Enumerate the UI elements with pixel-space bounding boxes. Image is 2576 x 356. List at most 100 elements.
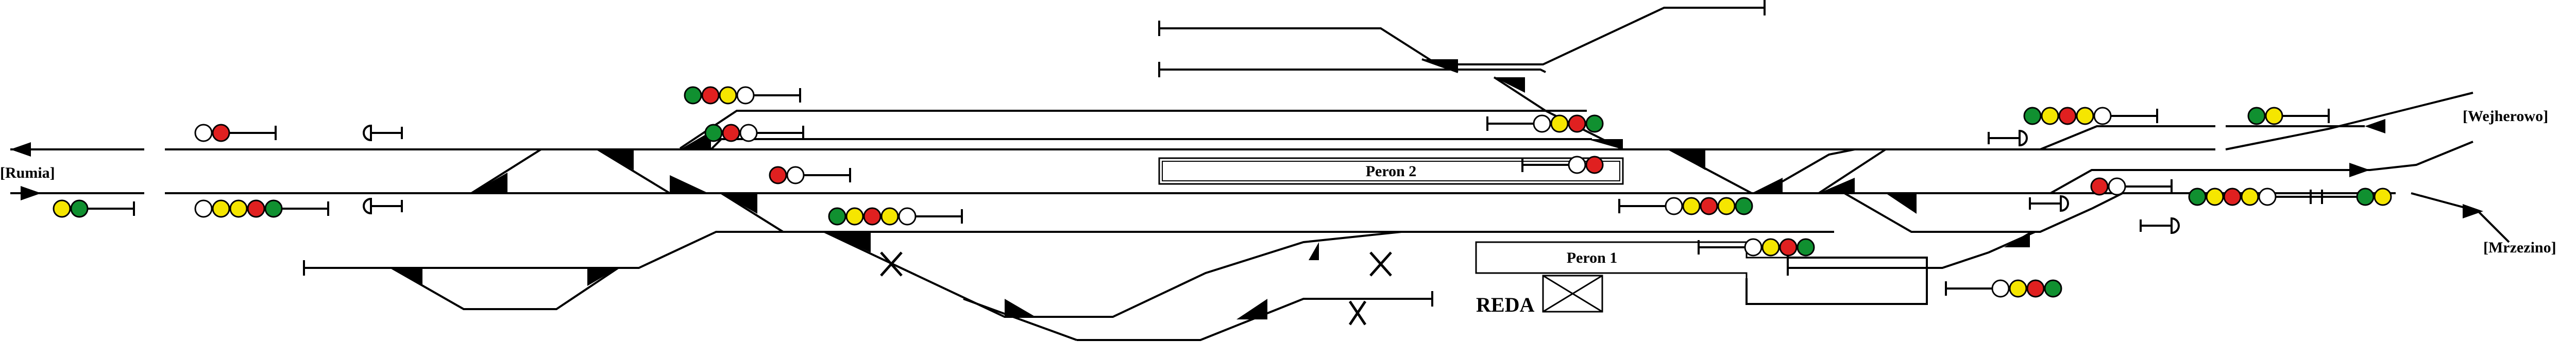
tracks [10,7,2510,341]
signal-lamp-green [828,207,846,226]
track-south-6 [1788,231,2036,269]
signal-lamp-yellow [1717,197,1736,215]
shunting-signal-icon [2140,217,2180,234]
signal-lamp-green [2247,107,2266,125]
signal-lamp-red [701,86,720,105]
station-building-cross [1543,275,1603,313]
track-south-3 [824,231,1402,318]
signal-lamp-red [1585,156,1604,174]
signal-post [88,201,135,216]
track-main-lower [10,192,2510,243]
signals [53,86,2392,298]
destination-mrzezino: [Mrzezino] [2483,239,2556,256]
signal-lamp-white [1744,238,1762,257]
signal-lamp-green [1797,238,1815,257]
derailers [880,251,1392,326]
signal-post [1486,116,1534,131]
switch-icon [2004,232,2030,247]
sig-center-main [769,166,851,184]
track-south-5 [963,298,1077,341]
crossover-mid-right [1669,148,1887,194]
signal-lamp-yellow [719,86,737,105]
track-north-upper [679,110,1587,149]
signal-lamp-red [247,199,265,218]
switch-icon [598,149,634,170]
signal-lamp-white [898,207,917,226]
sig-rumia-bottom [53,199,135,218]
crossover-west [470,148,784,233]
sig-north-upper [684,86,801,105]
signal-post [1618,199,1666,213]
signal-post [1945,281,1992,296]
derailer-icon [1369,251,1392,277]
signal-lamp-red [769,166,787,184]
signal-lamp-green [2023,107,2042,125]
platform-peron2-box [1158,157,1624,185]
sig-east-bottom [1945,279,2062,298]
sig-east-north-upper [1486,114,1604,133]
crossover-east-branch [2040,125,2215,150]
signal-lamp-white [2093,107,2112,125]
signal-lamp-white [786,166,805,184]
signal-lamp-green [2044,279,2062,298]
derailer-icon [880,251,903,277]
arrow-left-icon [2365,119,2385,133]
derailer-icon [1348,300,1367,326]
signal-lamp-yellow [2041,107,2059,125]
shunting-signal-icon [363,124,403,142]
arrow-left-icon [10,142,31,157]
signal-lamp-white [1568,156,1586,174]
sig-mrzezino [2310,188,2392,206]
signal-lamp-green [704,124,723,142]
signal-lamp-green [70,199,89,218]
signal-lamp-yellow [2076,107,2094,125]
switch-icon [721,193,757,214]
signal-lamp-green [2188,188,2207,206]
signal-lamp-yellow [845,207,864,226]
sig-center-lower [828,207,963,226]
sig-east-main-lower [1618,197,1753,215]
signal-lamp-yellow [1550,114,1569,133]
switch-icon [587,268,618,286]
peron1-label: Peron 1 [1567,249,1618,266]
arrow-right-icon [21,186,41,200]
signal-lamp-yellow [1682,197,1701,215]
switch-icon [680,131,711,149]
track-top-siding-1 [1159,7,1765,65]
signal-lamp-yellow [1761,238,1780,257]
shunting-signal-icon [2029,195,2069,212]
destination-wejherowo: [Wejherowo] [2463,108,2548,125]
signal-lamp-yellow [2241,188,2259,206]
signal-lamp-red [2026,279,2045,298]
switch-icon [1886,193,1917,214]
sig-north-lower [704,124,804,142]
sig-far-east-top [2023,107,2158,125]
signal-lamp-red [722,124,740,142]
signal-lamp-white [2258,188,2277,206]
switch-icon [392,268,422,286]
signal-lamp-red [863,207,882,226]
sig-east-peron2 [1521,156,1604,174]
sig-far-east-mid [2090,177,2173,196]
signal-post [229,126,277,140]
signal-lamp-green [1585,114,1604,133]
signal-lamp-white [1533,114,1551,133]
signal-lamp-white [736,86,755,105]
switch-markers [392,59,2030,319]
signal-lamp-yellow [880,207,899,226]
signal-lamp-red [212,124,230,142]
station-building: REDA [1476,275,1603,316]
switch-icon [824,232,871,252]
track-main-upper [10,92,2473,150]
signal-post [2111,109,2158,123]
platform-peron2-inner [1162,161,1620,181]
crossover-east-up [2050,169,2215,194]
switch-icon [1587,139,1623,149]
signal-post [2282,109,2330,123]
destination-rumia: [Rumia] [0,164,55,181]
signal-lamp-red [2090,177,2109,196]
switch-icon [1236,299,1267,319]
signal-lamp-green [684,86,702,105]
arrow-right-icon [2463,204,2483,218]
track-north-upper-b [1493,76,1623,150]
